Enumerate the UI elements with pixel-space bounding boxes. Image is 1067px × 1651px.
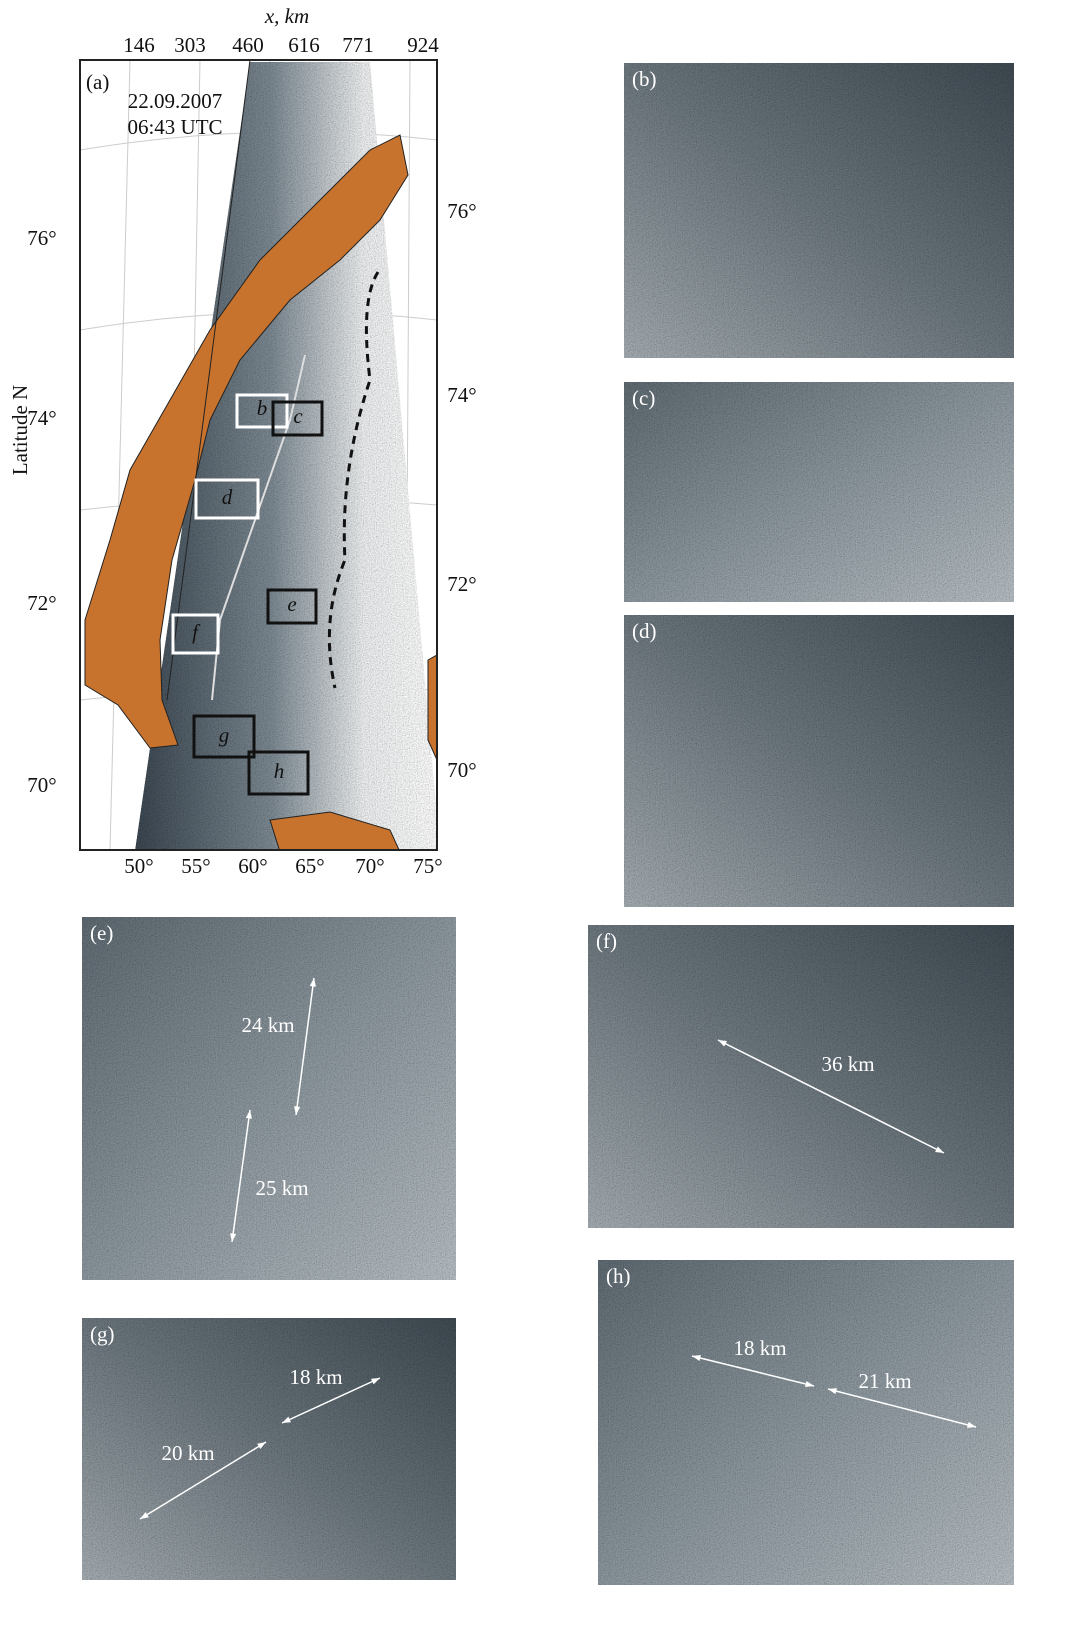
panel-label: (d): [632, 619, 657, 643]
lon-label: 50°: [124, 854, 153, 878]
lat-label: 74°: [27, 406, 56, 430]
sar-image: [588, 925, 1014, 1228]
sar-image: [624, 63, 1014, 358]
panel-label: (b): [632, 67, 657, 91]
panel-label: (e): [90, 921, 113, 945]
box-label: e: [287, 592, 296, 616]
lat-label: 72°: [27, 591, 56, 615]
distance-label: 25 km: [255, 1176, 308, 1200]
y-axis-title: Latitude N: [8, 385, 32, 475]
sar-image: [82, 917, 456, 1280]
lon-label: 70°: [355, 854, 384, 878]
lon-label: 75°: [413, 854, 442, 878]
distance-label: 18 km: [289, 1365, 342, 1389]
lon-label: 65°: [295, 854, 324, 878]
lat-label: 74°: [447, 383, 476, 407]
x-tick-label: 460: [232, 33, 264, 57]
panel-label: (a): [86, 70, 109, 94]
sar-image: [598, 1260, 1014, 1585]
distance-label: 24 km: [241, 1013, 294, 1037]
panel-label: (h): [606, 1264, 631, 1288]
x-tick-label: 616: [288, 33, 320, 57]
sar-image: [624, 382, 1014, 602]
distance-label: 20 km: [161, 1441, 214, 1465]
date: 22.09.2007: [128, 89, 223, 113]
distance-label: 36 km: [821, 1052, 874, 1076]
time: 06:43 UTC: [127, 115, 222, 139]
map: [80, 60, 440, 852]
sar-image: [624, 615, 1014, 907]
lon-label: 55°: [181, 854, 210, 878]
box-label: c: [293, 404, 303, 428]
x-tick-label: 771: [342, 33, 374, 57]
x-tick-label: 924: [407, 33, 439, 57]
lat-label: 76°: [27, 226, 56, 250]
panel-label: (f): [596, 929, 617, 953]
panel-label: (g): [90, 1322, 115, 1346]
x-tick-label: 146: [123, 33, 155, 57]
lat-label: 70°: [447, 758, 476, 782]
lat-label: 76°: [447, 199, 476, 223]
box-label: b: [257, 396, 268, 420]
x-axis-title: x, km: [264, 4, 309, 28]
distance-label: 18 km: [733, 1336, 786, 1360]
box-label: g: [219, 723, 230, 747]
lon-label: 60°: [238, 854, 267, 878]
distance-label: 21 km: [858, 1369, 911, 1393]
lat-label: 70°: [27, 773, 56, 797]
sar-image: [82, 1318, 456, 1580]
lat-label: 72°: [447, 572, 476, 596]
figure: x, km 146 303 460 616 771 924 Latitude N 76° 74° 7…: [0, 0, 1067, 1651]
panel-label: (c): [632, 386, 655, 410]
box-label: h: [274, 759, 285, 783]
box-label: d: [222, 485, 233, 509]
x-tick-label: 303: [174, 33, 206, 57]
